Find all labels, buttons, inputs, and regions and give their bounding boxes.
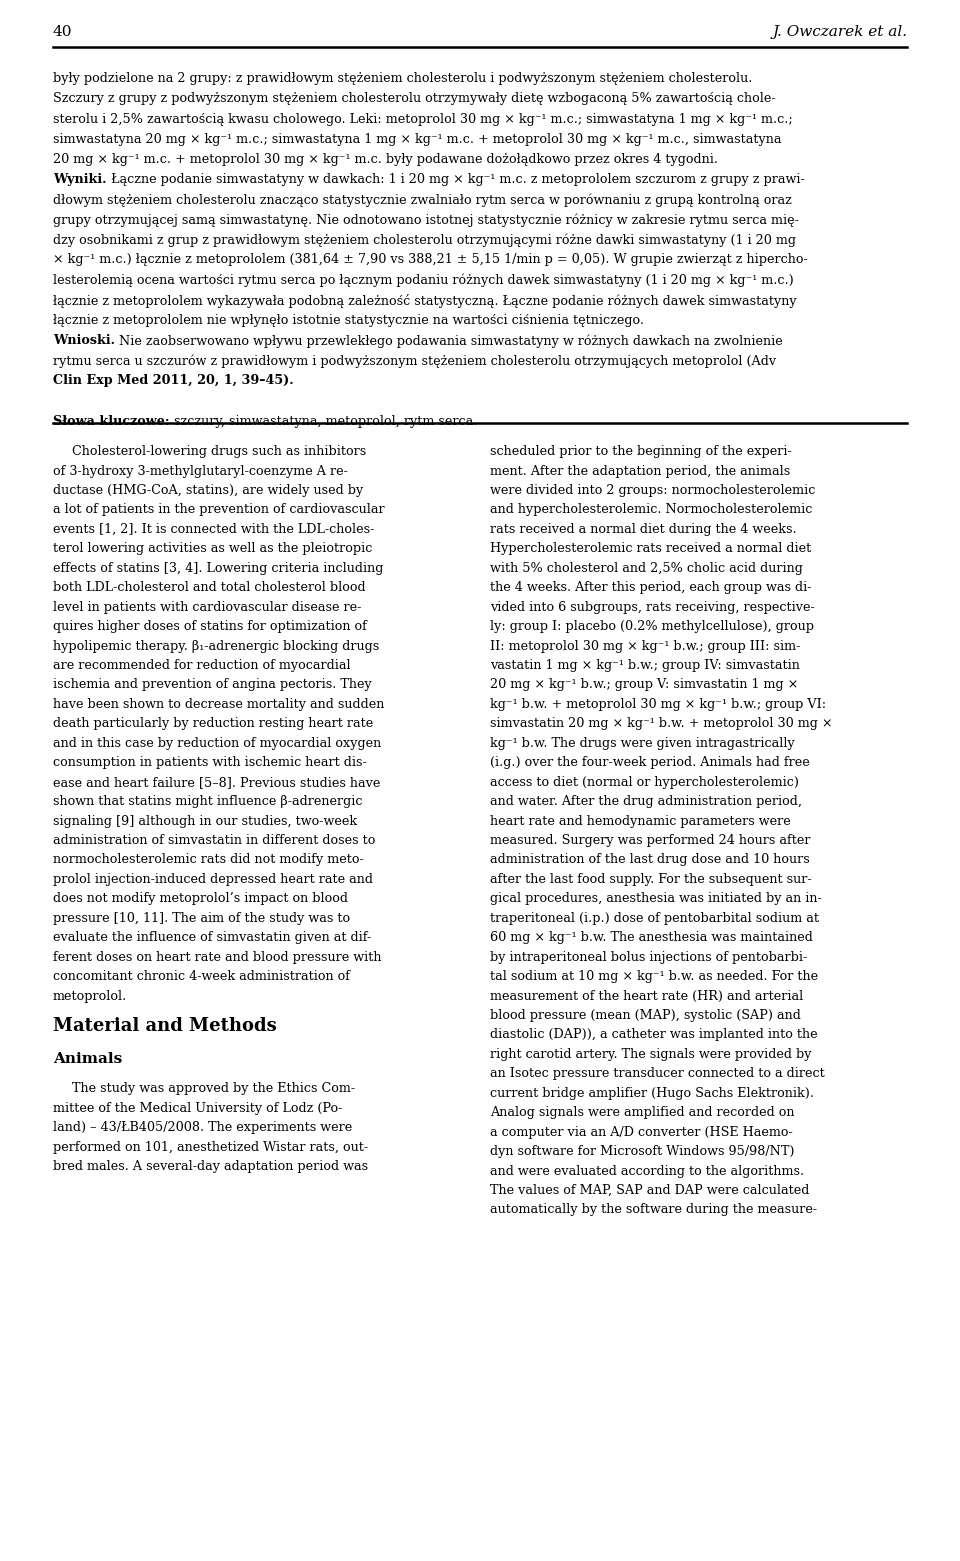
Text: quires higher doses of statins for optimization of: quires higher doses of statins for optim… — [53, 620, 367, 634]
Text: and water. After the drug administration period,: and water. After the drug administration… — [490, 795, 802, 809]
Text: access to diet (normal or hypercholesterolemic): access to diet (normal or hypercholester… — [490, 776, 799, 788]
Text: of 3-hydroxy 3-methylglutaryl-coenzyme A re-: of 3-hydroxy 3-methylglutaryl-coenzyme A… — [53, 465, 348, 478]
Text: land) – 43/ŁB405/2008. The experiments were: land) – 43/ŁB405/2008. The experiments w… — [53, 1121, 352, 1135]
Text: ferent doses on heart rate and blood pressure with: ferent doses on heart rate and blood pre… — [53, 951, 381, 963]
Text: ment. After the adaptation period, the animals: ment. After the adaptation period, the a… — [490, 465, 790, 478]
Text: bred males. A several-day adaptation period was: bred males. A several-day adaptation per… — [53, 1160, 368, 1174]
Text: effects of statins [3, 4]. Lowering criteria including: effects of statins [3, 4]. Lowering crit… — [53, 562, 383, 574]
Text: hypolipemic therapy. β₁-adrenergic blocking drugs: hypolipemic therapy. β₁-adrenergic block… — [53, 640, 379, 652]
Text: blood pressure (mean (MAP), systolic (SAP) and: blood pressure (mean (MAP), systolic (SA… — [490, 1008, 801, 1022]
Text: dzy osobnikami z grup z prawidłowym stężeniem cholesterolu otrzymującymi różne d: dzy osobnikami z grup z prawidłowym stęż… — [53, 233, 796, 247]
Text: rats received a normal diet during the 4 weeks.: rats received a normal diet during the 4… — [490, 523, 797, 535]
Text: an Isotec pressure transducer connected to a direct: an Isotec pressure transducer connected … — [490, 1068, 825, 1080]
Text: normocholesterolemic rats did not modify meto-: normocholesterolemic rats did not modify… — [53, 854, 364, 866]
Text: Szczury z grupy z podwyższonym stężeniem cholesterolu otrzymywały dietę wzbogaco: Szczury z grupy z podwyższonym stężeniem… — [53, 92, 776, 105]
Text: łącznie z metoprololem wykazywała podobną zależność statystyczną. Łączne podanie: łącznie z metoprololem wykazywała podobn… — [53, 293, 797, 308]
Text: Clin Exp Med 2011, 20, 1, 39–45).: Clin Exp Med 2011, 20, 1, 39–45). — [53, 375, 294, 387]
Text: Analog signals were amplified and recorded on: Analog signals were amplified and record… — [490, 1107, 794, 1119]
Text: mittee of the Medical University of Lodz (Po-: mittee of the Medical University of Lodz… — [53, 1102, 342, 1115]
Text: were divided into 2 groups: normocholesterolemic: were divided into 2 groups: normocholest… — [490, 484, 815, 496]
Text: traperitoneal (i.p.) dose of pentobarbital sodium at: traperitoneal (i.p.) dose of pentobarbit… — [490, 912, 819, 924]
Text: metoprolol.: metoprolol. — [53, 990, 127, 1002]
Text: kg⁻¹ b.w. The drugs were given intragastrically: kg⁻¹ b.w. The drugs were given intragast… — [490, 737, 795, 749]
Text: grupy otrzymującej samą simwastatynę. Nie odnotowano istotnej statystycznie różn: grupy otrzymującej samą simwastatynę. Ni… — [53, 214, 799, 226]
Text: szczury, simwastatyna, metoprolol, rytm serca.: szczury, simwastatyna, metoprolol, rytm … — [174, 415, 477, 428]
Text: measurement of the heart rate (HR) and arterial: measurement of the heart rate (HR) and a… — [490, 990, 803, 1002]
Text: dłowym stężeniem cholesterolu znacząco statystycznie zwalniało rytm serca w poró: dłowym stężeniem cholesterolu znacząco s… — [53, 194, 792, 206]
Text: administration of simvastatin in different doses to: administration of simvastatin in differe… — [53, 834, 375, 848]
Text: evaluate the influence of simvastatin given at dif-: evaluate the influence of simvastatin gi… — [53, 932, 371, 944]
Text: vided into 6 subgroups, rats receiving, respective-: vided into 6 subgroups, rats receiving, … — [490, 601, 814, 613]
Text: Łączne podanie simwastatyny w dawkach: 1 i 20 mg × kg⁻¹ m.c. z metoprololem szcz: Łączne podanie simwastatyny w dawkach: 1… — [110, 173, 804, 186]
Text: by intraperitoneal bolus injections of pentobarbi-: by intraperitoneal bolus injections of p… — [490, 951, 807, 963]
Text: and were evaluated according to the algorithms.: and were evaluated according to the algo… — [490, 1165, 804, 1177]
Text: tal sodium at 10 mg × kg⁻¹ b.w. as needed. For the: tal sodium at 10 mg × kg⁻¹ b.w. as neede… — [490, 969, 818, 983]
Text: lesterolemią ocena wartości rytmu serca po łącznym podaniu różnych dawek simwast: lesterolemią ocena wartości rytmu serca … — [53, 273, 794, 287]
Text: Cholesterol-lowering drugs such as inhibitors: Cholesterol-lowering drugs such as inhib… — [72, 445, 367, 457]
Text: performed on 101, anesthetized Wistar rats, out-: performed on 101, anesthetized Wistar ra… — [53, 1141, 368, 1154]
Text: simvastatin 20 mg × kg⁻¹ b.w. + metoprolol 30 mg ×: simvastatin 20 mg × kg⁻¹ b.w. + metoprol… — [490, 718, 832, 731]
Text: diastolic (DAP)), a catheter was implanted into the: diastolic (DAP)), a catheter was implant… — [490, 1029, 817, 1041]
Text: signaling [9] although in our studies, two-week: signaling [9] although in our studies, t… — [53, 815, 357, 827]
Text: 20 mg × kg⁻¹ b.w.; group V: simvastatin 1 mg ×: 20 mg × kg⁻¹ b.w.; group V: simvastatin … — [490, 679, 798, 692]
Text: death particularly by reduction resting heart rate: death particularly by reduction resting … — [53, 718, 373, 731]
Text: ly: group I: placebo (0.2% methylcellulose), group: ly: group I: placebo (0.2% methylcellulo… — [490, 620, 814, 634]
Text: Hypercholesterolemic rats received a normal diet: Hypercholesterolemic rats received a nor… — [490, 542, 811, 556]
Text: ease and heart failure [5–8]. Previous studies have: ease and heart failure [5–8]. Previous s… — [53, 776, 380, 788]
Text: scheduled prior to the beginning of the experi-: scheduled prior to the beginning of the … — [490, 445, 791, 457]
Text: vastatin 1 mg × kg⁻¹ b.w.; group IV: simvastatin: vastatin 1 mg × kg⁻¹ b.w.; group IV: sim… — [490, 659, 800, 673]
Text: administration of the last drug dose and 10 hours: administration of the last drug dose and… — [490, 854, 809, 866]
Text: and hypercholesterolemic. Normocholesterolemic: and hypercholesterolemic. Normocholester… — [490, 504, 812, 517]
Text: 40: 40 — [53, 25, 72, 39]
Text: a lot of patients in the prevention of cardiovascular: a lot of patients in the prevention of c… — [53, 504, 384, 517]
Text: right carotid artery. The signals were provided by: right carotid artery. The signals were p… — [490, 1047, 811, 1061]
Text: Wnioski.: Wnioski. — [53, 334, 119, 347]
Text: heart rate and hemodynamic parameters were: heart rate and hemodynamic parameters we… — [490, 815, 790, 827]
Text: a computer via an A/D converter (HSE Haemo-: a computer via an A/D converter (HSE Hae… — [490, 1125, 792, 1138]
Text: × kg⁻¹ m.c.) łącznie z metoprololem (381,64 ± 7,90 vs 388,21 ± 5,15 1/min p = 0,: × kg⁻¹ m.c.) łącznie z metoprololem (381… — [53, 253, 807, 267]
Text: Animals: Animals — [53, 1052, 122, 1066]
Text: 60 mg × kg⁻¹ b.w. The anesthesia was maintained: 60 mg × kg⁻¹ b.w. The anesthesia was mai… — [490, 932, 812, 944]
Text: 20 mg × kg⁻¹ m.c. + metoprolol 30 mg × kg⁻¹ m.c. były podawane dożołądkowo przez: 20 mg × kg⁻¹ m.c. + metoprolol 30 mg × k… — [53, 153, 718, 165]
Text: ischemia and prevention of angina pectoris. They: ischemia and prevention of angina pector… — [53, 679, 372, 692]
Text: have been shown to decrease mortality and sudden: have been shown to decrease mortality an… — [53, 698, 384, 710]
Text: (i.g.) over the four-week period. Animals had free: (i.g.) over the four-week period. Animal… — [490, 756, 809, 770]
Text: II: metoprolol 30 mg × kg⁻¹ b.w.; group III: sim-: II: metoprolol 30 mg × kg⁻¹ b.w.; group … — [490, 640, 800, 652]
Text: both LDL-cholesterol and total cholesterol blood: both LDL-cholesterol and total cholester… — [53, 581, 366, 595]
Text: level in patients with cardiovascular disease re-: level in patients with cardiovascular di… — [53, 601, 361, 613]
Text: ductase (HMG-CoA, statins), are widely used by: ductase (HMG-CoA, statins), are widely u… — [53, 484, 363, 496]
Text: łącznie z metoprololem nie wpłynęło istotnie statystycznie na wartości ciśnienia: łącznie z metoprololem nie wpłynęło isto… — [53, 314, 644, 326]
Text: shown that statins might influence β-adrenergic: shown that statins might influence β-adr… — [53, 795, 362, 809]
Text: gical procedures, anesthesia was initiated by an in-: gical procedures, anesthesia was initiat… — [490, 893, 822, 905]
Text: terol lowering activities as well as the pleiotropic: terol lowering activities as well as the… — [53, 542, 372, 556]
Text: rytmu serca u szczurów z prawidłowym i podwyższonym stężeniem cholesterolu otrzy: rytmu serca u szczurów z prawidłowym i p… — [53, 354, 776, 368]
Text: były podzielone na 2 grupy: z prawidłowym stężeniem cholesterolu i podwyższonym : były podzielone na 2 grupy: z prawidłowy… — [53, 72, 752, 86]
Text: and in this case by reduction of myocardial oxygen: and in this case by reduction of myocard… — [53, 737, 381, 749]
Text: The values of MAP, SAP and DAP were calculated: The values of MAP, SAP and DAP were calc… — [490, 1185, 809, 1197]
Text: prolol injection-induced depressed heart rate and: prolol injection-induced depressed heart… — [53, 873, 372, 887]
Text: J. Owczarek et al.: J. Owczarek et al. — [772, 25, 907, 39]
Text: Nie zaobserwowano wpływu przewlekłego podawania simwastatyny w różnych dawkach n: Nie zaobserwowano wpływu przewlekłego po… — [119, 334, 783, 348]
Text: automatically by the software during the measure-: automatically by the software during the… — [490, 1204, 817, 1216]
Text: concomitant chronic 4-week administration of: concomitant chronic 4-week administratio… — [53, 969, 349, 983]
Text: measured. Surgery was performed 24 hours after: measured. Surgery was performed 24 hours… — [490, 834, 810, 848]
Text: consumption in patients with ischemic heart dis-: consumption in patients with ischemic he… — [53, 756, 367, 770]
Text: pressure [10, 11]. The aim of the study was to: pressure [10, 11]. The aim of the study … — [53, 912, 349, 924]
Text: does not modify metoprolol’s impact on blood: does not modify metoprolol’s impact on b… — [53, 893, 348, 905]
Text: Wyniki.: Wyniki. — [53, 173, 110, 186]
Text: kg⁻¹ b.w. + metoprolol 30 mg × kg⁻¹ b.w.; group VI:: kg⁻¹ b.w. + metoprolol 30 mg × kg⁻¹ b.w.… — [490, 698, 826, 710]
Text: Material and Methods: Material and Methods — [53, 1016, 276, 1035]
Text: events [1, 2]. It is connected with the LDL-choles-: events [1, 2]. It is connected with the … — [53, 523, 374, 535]
Text: are recommended for reduction of myocardial: are recommended for reduction of myocard… — [53, 659, 350, 673]
Text: The study was approved by the Ethics Com-: The study was approved by the Ethics Com… — [72, 1082, 355, 1096]
Text: dyn software for Microsoft Windows 95/98/NT): dyn software for Microsoft Windows 95/98… — [490, 1146, 794, 1158]
Text: with 5% cholesterol and 2,5% cholic acid during: with 5% cholesterol and 2,5% cholic acid… — [490, 562, 803, 574]
Text: simwastatyna 20 mg × kg⁻¹ m.c.; simwastatyna 1 mg × kg⁻¹ m.c. + metoprolol 30 mg: simwastatyna 20 mg × kg⁻¹ m.c.; simwasta… — [53, 133, 781, 145]
Text: Słowa kluczowe:: Słowa kluczowe: — [53, 415, 174, 428]
Text: current bridge amplifier (Hugo Sachs Elektronik).: current bridge amplifier (Hugo Sachs Ele… — [490, 1086, 814, 1101]
Text: sterolu i 2,5% zawartością kwasu cholowego. Leki: metoprolol 30 mg × kg⁻¹ m.c.; : sterolu i 2,5% zawartością kwasu cholowe… — [53, 112, 792, 125]
Text: the 4 weeks. After this period, each group was di-: the 4 weeks. After this period, each gro… — [490, 581, 811, 595]
Text: after the last food supply. For the subsequent sur-: after the last food supply. For the subs… — [490, 873, 811, 887]
